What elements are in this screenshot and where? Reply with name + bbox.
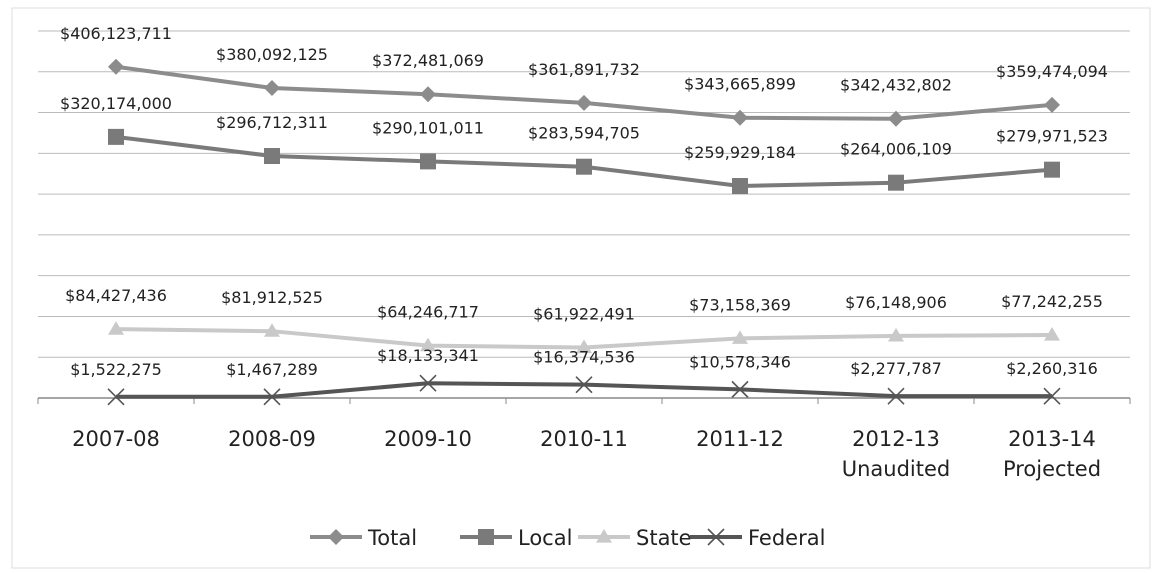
- legend-label: State: [636, 526, 692, 550]
- marker: [731, 380, 749, 398]
- data-label: $1,467,289: [226, 360, 318, 379]
- data-label: $2,277,787: [850, 359, 942, 378]
- marker: [264, 148, 280, 165]
- data-label: $10,578,346: [689, 352, 791, 371]
- marker: [888, 174, 904, 191]
- data-label: $1,522,275: [70, 360, 162, 379]
- data-label: $2,260,316: [1006, 359, 1098, 378]
- data-label: $359,474,094: [996, 62, 1108, 81]
- frame: [11, 7, 1151, 569]
- x-tick-label: 2011-12: [696, 427, 784, 451]
- legend-label: Local: [518, 526, 572, 550]
- marker: [1043, 387, 1061, 405]
- marker: [732, 109, 748, 126]
- data-label: $296,712,311: [216, 113, 328, 132]
- data-label: $16,374,536: [533, 348, 635, 367]
- legend-item: State: [578, 526, 692, 550]
- marker: [1044, 96, 1060, 113]
- marker: [576, 339, 592, 354]
- marker: [264, 323, 280, 337]
- marker: [263, 388, 281, 406]
- marker: [328, 529, 344, 545]
- marker: [732, 178, 748, 195]
- marker: [887, 387, 905, 405]
- marker: [478, 529, 494, 545]
- x-tick-label: 2012-13 Unaudited: [841, 427, 951, 481]
- marker: [1044, 327, 1060, 341]
- data-label: $361,891,732: [528, 60, 640, 79]
- marker: [596, 529, 612, 543]
- x-tick-label: 2008-09: [228, 427, 316, 451]
- data-label: $279,971,523: [996, 127, 1108, 146]
- marker: [1044, 161, 1060, 178]
- data-label: $259,929,184: [684, 143, 796, 162]
- x-tick-label: 2010-11: [540, 427, 628, 451]
- data-label: $342,432,802: [840, 76, 952, 95]
- data-label: $406,123,711: [60, 24, 172, 43]
- data-label: $84,427,436: [65, 286, 167, 305]
- marker: [888, 110, 904, 127]
- marker: [264, 80, 280, 97]
- data-label: $283,594,705: [528, 124, 640, 143]
- legend-item: Federal: [690, 526, 825, 550]
- data-label: $18,133,341: [377, 346, 479, 365]
- legend-label: Federal: [748, 526, 825, 550]
- data-label: $290,101,011: [372, 118, 484, 137]
- x-tick-label: 2007-08: [72, 427, 160, 451]
- data-label: $320,174,000: [60, 94, 172, 113]
- marker: [888, 327, 904, 342]
- data-label: $343,665,899: [684, 75, 796, 94]
- data-label: $76,148,906: [845, 293, 947, 312]
- data-label: $77,242,255: [1001, 292, 1103, 311]
- marker: [420, 153, 436, 170]
- marker: [108, 128, 124, 145]
- legend-label: Total: [367, 526, 417, 550]
- data-label: $372,481,069: [372, 51, 484, 70]
- marker: [707, 528, 725, 546]
- marker: [108, 321, 124, 335]
- marker: [419, 374, 437, 392]
- data-label: $380,092,125: [216, 45, 328, 64]
- marker: [576, 158, 592, 175]
- legend-item: Local: [460, 526, 572, 550]
- marker: [576, 94, 592, 111]
- marker: [575, 376, 593, 394]
- marker: [420, 337, 436, 352]
- x-tick-label: 2013-14 Projected: [1002, 427, 1102, 481]
- marker: [107, 388, 125, 406]
- legend-item: Total: [310, 526, 417, 550]
- x-tick-label: 2009-10: [384, 427, 472, 451]
- marker: [732, 330, 748, 344]
- data-label: $64,246,717: [377, 303, 479, 322]
- data-label: $264,006,109: [840, 140, 952, 159]
- marker: [108, 58, 124, 75]
- data-label: $81,912,525: [221, 288, 323, 307]
- data-label: $73,158,369: [689, 295, 791, 314]
- marker: [420, 86, 436, 103]
- data-label: $61,922,491: [533, 304, 635, 323]
